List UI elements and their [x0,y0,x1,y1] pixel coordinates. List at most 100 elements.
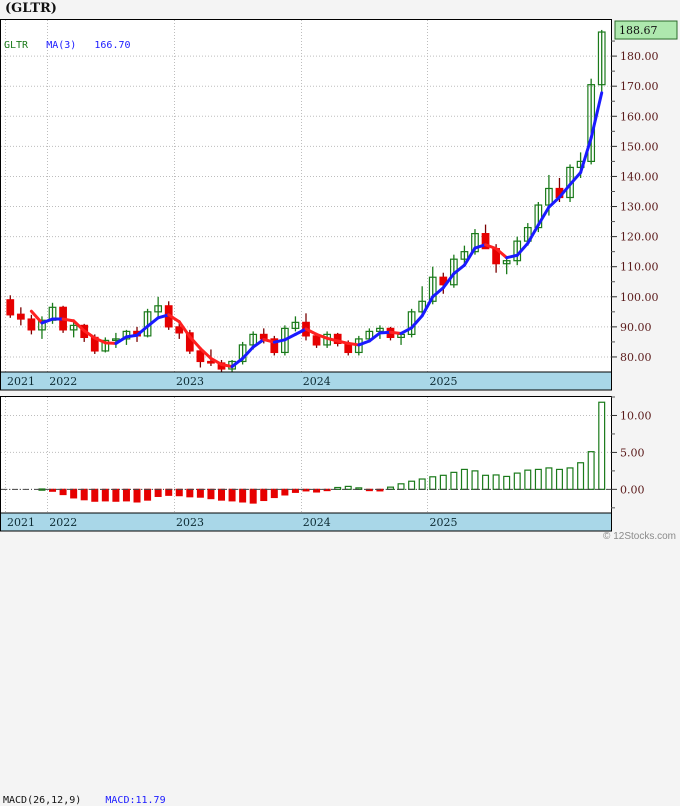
last-price-tag-label: 188.67 [619,24,658,37]
candle-body [471,233,479,253]
ma-line-segment [399,326,414,335]
ma-line-segment [230,356,245,369]
macd-x-axis-label: 2023 [176,516,204,529]
x-axis-label: 2021 [7,375,35,388]
ma-line-segment [557,183,572,199]
macd-histogram-bar [154,488,162,497]
candlestick [597,29,606,93]
macd-histogram-bar [80,488,88,501]
candlestick [270,335,279,356]
candlestick [27,314,36,335]
macd-histogram-bar [196,488,204,498]
ma-line-segment [220,362,234,369]
candle-body [502,260,511,265]
ma-line-segment [315,332,329,340]
last-price-tag[interactable]: 188.67 [614,20,678,40]
copyright-notice: © 12Stocks.com [603,531,676,542]
macd-histogram-bar [133,488,141,503]
candle-body [6,299,15,316]
legend-macd-indicator: MACD(26,12,9) [3,795,82,806]
y-axis-label: 80.00 [620,351,652,364]
ma-line-segment [547,195,561,209]
macd-histogram-bar [281,488,289,496]
macd-histogram-bar [91,488,99,502]
ma-line-segment [241,345,255,360]
y-axis-label: 120.00 [620,231,659,244]
ma-line-segment [462,246,477,267]
candle-body [69,324,78,331]
macd-histogram-bar [144,488,152,501]
y-axis-label: 180.00 [620,50,659,63]
macd-histogram-bar [112,488,120,502]
candle-body [481,233,490,250]
price-candlestick-chart[interactable]: 80.00 90.00 100.00 110.00 120.00 130.00 140.00… [0,19,680,391]
ma-line-segment [304,327,319,336]
macd-histogram-bar [260,488,268,502]
ma-line-segment [29,309,44,325]
candle-body [249,333,258,346]
candlestick [154,296,163,318]
macd-histogram-bar [70,488,78,499]
macd-histogram-bar [513,472,521,490]
candle-body [376,327,384,332]
x-axis-label: 2022 [49,375,77,388]
candle-body [16,313,25,320]
macd-x-axis-band [0,512,612,532]
x-axis-label: 2025 [429,375,457,388]
x-axis-band [0,371,612,391]
candle-body [365,330,374,340]
ma-line-segment [82,329,97,340]
ma-line-segment [410,314,424,330]
macd-histogram-bar [101,488,109,502]
ma-line-segment [526,223,540,245]
macd-histogram-bar [313,488,321,493]
macd-histogram-bar [122,488,130,502]
macd-histogram-bar [59,488,67,496]
macd-histogram-bar [270,488,278,499]
candle-body [428,276,437,302]
candle-body [175,326,184,334]
macd-histogram-bar [323,488,331,492]
x-axis-label: 2023 [176,375,204,388]
ma-line-segment [357,339,371,347]
macd-histogram-bar [334,486,342,490]
macd-histogram-bar [175,488,183,497]
ma-line-segment [515,241,530,257]
ma-line-segment [188,335,202,351]
ma-line-segment [114,335,128,345]
macd-chart-panel[interactable]: 0.00 5.00 10.00 2021 2022 2023 2024 2025 MACD(2… [0,396,680,806]
macd-histogram-bar [228,488,236,502]
price-chart-svg-wrapper: 80.00 90.00 100.00 110.00 120.00 130.00 140.00… [0,19,680,391]
macd-chart-svg-wrapper: 0.00 5.00 10.00 2021 2022 2023 2024 2025 [0,396,680,532]
macd-histogram-bar [186,488,194,498]
y-axis-label: 130.00 [620,201,659,214]
ma-line-segment [61,317,76,323]
ma-line-segment [579,136,593,175]
macd-histogram-bar [503,475,511,490]
macd-x-axis-label: 2021 [7,516,35,529]
y-axis-label: 140.00 [620,170,659,183]
macd-y-axis-label: 0.00 [620,483,645,496]
macd-y-axis-label: 5.00 [620,446,645,459]
ma-line-segment [40,317,55,325]
ma-line-segment [272,338,287,344]
ma-line-segment [293,327,308,336]
macd-x-axis-label: 2024 [303,516,331,529]
macd-histogram-bar [587,451,595,490]
last-price-tag-bg [614,20,678,40]
candlestick [6,295,15,318]
macd-histogram-bar [165,488,173,496]
y-axis-label: 170.00 [620,80,659,93]
ma-line-segment [536,205,551,227]
macd-histogram-chart[interactable]: 0.00 5.00 10.00 2021 2022 2023 2024 2025 [0,396,680,532]
price-chart-panel[interactable]: 80.00 90.00 100.00 110.00 120.00 130.00 140.00… [0,19,680,391]
ma-line-segment [198,347,213,360]
candlestick [16,307,25,326]
ma-line-segment [378,330,392,335]
candle-body [27,318,36,331]
ma-line-segment [441,272,456,290]
macd-histogram-bar [577,462,585,490]
legend-macd-value: MACD:11.79 [105,795,166,806]
candle-body [101,339,110,352]
